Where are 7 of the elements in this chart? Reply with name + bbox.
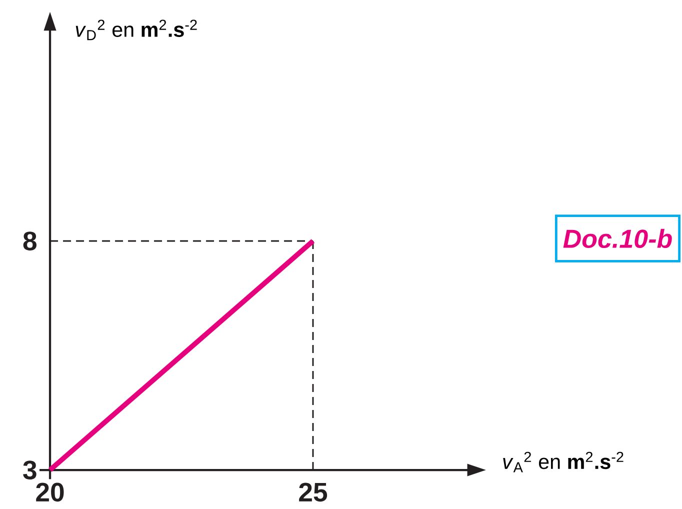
- y-tick-label: 8: [23, 232, 36, 250]
- x-tick-label: 20: [36, 482, 64, 502]
- text: Doc.10-b: [563, 228, 672, 248]
- y-axis-title: v$_{D}$$^{2}$ en m$^{2}$.s$^{-2}$: [76, 20, 197, 40]
- x-tick-label: 25: [299, 482, 328, 502]
- y-tick-label: 3: [23, 460, 36, 480]
- x-axis-title: v$_{A}$$^{2}$ en m$^{2}$.s$^{-2}$: [503, 452, 624, 472]
